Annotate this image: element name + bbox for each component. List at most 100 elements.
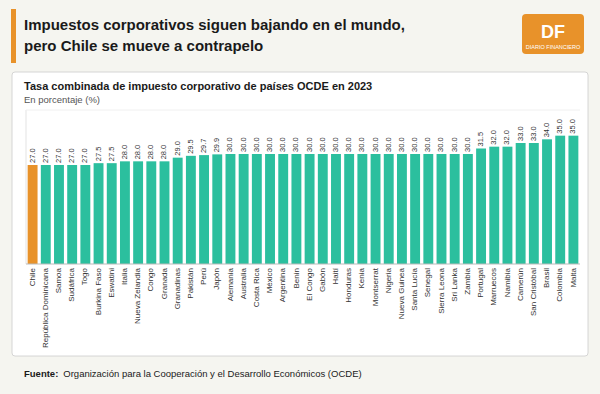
data-label: 30.0 bbox=[239, 137, 248, 152]
data-label: 30.0 bbox=[291, 137, 300, 152]
x-tick-label: Argentina bbox=[278, 267, 287, 302]
data-label: 34.0 bbox=[542, 123, 551, 138]
x-tick-label: Santa Lucía bbox=[410, 267, 419, 310]
x-tick-label: Nueva Guinea bbox=[397, 267, 406, 319]
bar bbox=[344, 154, 354, 264]
data-label: 27.5 bbox=[94, 147, 103, 162]
x-tick-label: El Congo bbox=[305, 267, 314, 300]
bar bbox=[265, 154, 275, 264]
bar bbox=[107, 163, 117, 264]
x-tick-label: Eswatini bbox=[107, 268, 116, 298]
bar bbox=[331, 154, 341, 264]
x-tick-label: Malta bbox=[569, 267, 578, 287]
data-label: 30.0 bbox=[436, 137, 445, 152]
bar bbox=[94, 163, 104, 264]
data-label: 30.0 bbox=[344, 137, 353, 152]
x-tick-label: Gabón bbox=[318, 268, 327, 292]
x-tick-label: Perú bbox=[199, 268, 208, 285]
x-tick-label: Camerún bbox=[516, 268, 525, 301]
data-label: 30.0 bbox=[305, 137, 314, 152]
bar bbox=[318, 154, 328, 264]
bar bbox=[397, 154, 407, 264]
bar bbox=[542, 139, 552, 264]
x-tick-label: Marruecos bbox=[489, 268, 498, 306]
source-note: Fuente: Organización para la Cooperación … bbox=[24, 368, 362, 379]
headline: Impuestos corporativos siguen bajando en… bbox=[24, 16, 405, 33]
data-label: 30.0 bbox=[423, 137, 432, 152]
data-label: 29.7 bbox=[199, 138, 208, 153]
bar bbox=[67, 165, 77, 264]
logo-subtitle: DIARIO FINANCIERO bbox=[526, 44, 581, 50]
x-tick-label: Montserrat bbox=[371, 267, 380, 306]
bar bbox=[160, 161, 170, 264]
data-label: 30.0 bbox=[252, 137, 261, 152]
data-label: 27.0 bbox=[54, 148, 63, 163]
bar bbox=[423, 154, 433, 264]
data-label: 29.9 bbox=[212, 138, 221, 153]
data-label: 27.5 bbox=[107, 147, 116, 162]
source-text: Organización para la Cooperación y el De… bbox=[63, 368, 361, 379]
x-tick-label: México bbox=[265, 267, 274, 293]
x-tick-label: Zambia bbox=[463, 267, 472, 294]
x-tick-label: Sierra Leona bbox=[437, 267, 446, 313]
x-tick-label: Namibia bbox=[503, 267, 512, 297]
y-axis-line bbox=[26, 110, 27, 264]
bar bbox=[463, 154, 473, 264]
bar bbox=[489, 147, 499, 264]
bar bbox=[278, 154, 288, 264]
bar bbox=[173, 158, 183, 264]
x-tick-label: Costa Rica bbox=[252, 267, 261, 307]
x-tick-label: Togo bbox=[80, 267, 89, 285]
bar bbox=[28, 165, 38, 264]
header: Impuestos corporativos siguen bajando en… bbox=[11, 9, 584, 63]
baseline bbox=[26, 264, 580, 265]
bar bbox=[199, 155, 209, 264]
data-label: 27.0 bbox=[80, 148, 89, 163]
data-label: 28.0 bbox=[146, 145, 155, 160]
bar bbox=[239, 154, 249, 264]
x-tick-label: Benin bbox=[292, 268, 301, 288]
bar bbox=[146, 161, 156, 264]
data-label: 32.0 bbox=[489, 130, 498, 145]
data-label: 30.0 bbox=[278, 137, 287, 152]
chart-title: Tasa combinada de impuesto corporativo d… bbox=[24, 80, 372, 92]
bar bbox=[450, 154, 460, 264]
bar bbox=[305, 154, 315, 264]
x-tick-label: Haití bbox=[331, 267, 340, 284]
bar bbox=[410, 154, 420, 264]
data-label: 30.0 bbox=[397, 137, 406, 152]
bar bbox=[437, 154, 447, 264]
x-tick-label: Portugal bbox=[476, 268, 485, 298]
data-label: 32.0 bbox=[502, 130, 511, 145]
data-label: 30.0 bbox=[384, 137, 393, 152]
source-label: Fuente: bbox=[24, 368, 58, 379]
chart-subtitle: En porcentaje (%) bbox=[24, 94, 100, 105]
x-tick-label: Pakistán bbox=[186, 268, 195, 299]
x-tick-label: Granada bbox=[160, 267, 169, 299]
bar bbox=[133, 161, 143, 264]
x-tick-label: Sri Lanka bbox=[450, 267, 459, 301]
x-tick-label: Granadinas bbox=[173, 268, 182, 309]
bar bbox=[80, 165, 90, 264]
bar bbox=[476, 149, 486, 265]
bar bbox=[371, 154, 381, 264]
bar bbox=[212, 154, 222, 264]
x-tick-label: Australia bbox=[239, 267, 248, 299]
x-tick-label: Nigeria bbox=[384, 267, 393, 293]
x-tick-label: Brasil bbox=[542, 268, 551, 288]
data-labels: 27.027.027.027.027.027.527.528.028.028.0… bbox=[28, 119, 578, 163]
data-label: 27.0 bbox=[41, 148, 50, 163]
data-label: 30.0 bbox=[410, 137, 419, 152]
page-background bbox=[0, 0, 600, 394]
x-tick-labels: ChileRepública DominicanaSamoaSudáfricaT… bbox=[28, 267, 578, 348]
bar bbox=[357, 154, 367, 264]
y-range-top bbox=[26, 110, 580, 111]
x-tick-label: Honduras bbox=[344, 268, 353, 303]
data-label: 33.0 bbox=[516, 126, 525, 141]
data-label: 30.0 bbox=[463, 137, 472, 152]
x-tick-label: Burkina Faso bbox=[94, 267, 103, 315]
data-label: 28.0 bbox=[159, 145, 168, 160]
accent-bar bbox=[11, 9, 16, 63]
data-label: 30.0 bbox=[318, 137, 327, 152]
bar bbox=[54, 165, 64, 264]
